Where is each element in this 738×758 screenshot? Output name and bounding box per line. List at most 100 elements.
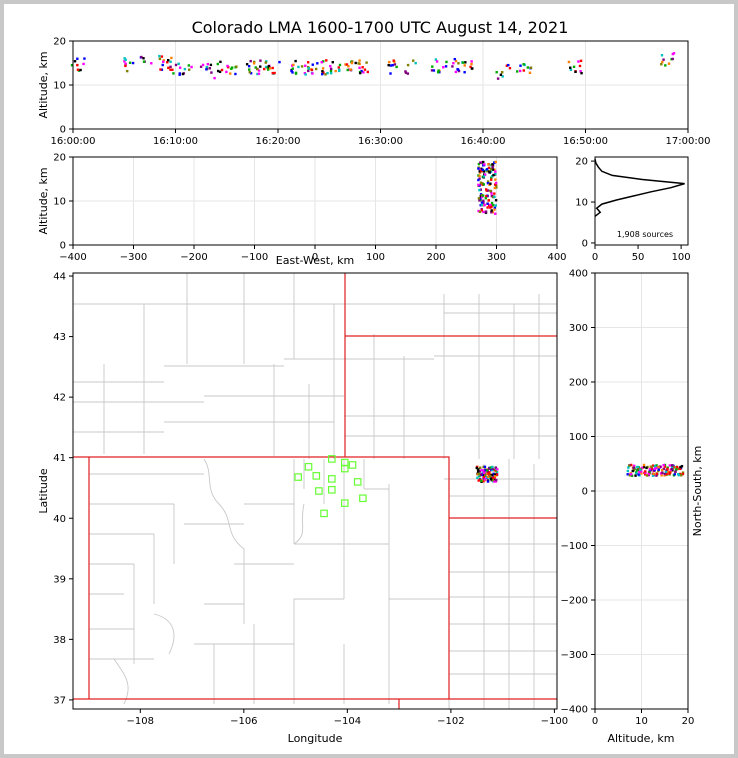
time-height-source (256, 72, 259, 76)
time-height-source (126, 69, 129, 73)
north-south-ytick-label: 400 (569, 269, 588, 280)
time-height-source (470, 62, 473, 66)
east-west-source (484, 168, 488, 172)
north-south-source (672, 466, 675, 469)
north-south-source (651, 464, 655, 467)
east-west-ytick-label: 20 (53, 153, 66, 164)
time-height-source (519, 64, 522, 67)
time-height-source (253, 60, 256, 64)
north-south-source (636, 468, 639, 472)
time-height-source (178, 72, 181, 75)
map-source (491, 476, 495, 480)
time-height-source (660, 54, 664, 57)
east-west-source (482, 210, 485, 214)
time-height-source (257, 72, 261, 75)
map-source (480, 479, 483, 483)
histogram-frame (594, 156, 689, 246)
time-height-xtick-label: 17:00:00 (666, 136, 711, 147)
time-height-source (316, 62, 319, 65)
east-west-source (485, 188, 488, 191)
time-height-source (389, 64, 392, 67)
time-height-source (430, 69, 434, 72)
time-height-source (79, 68, 82, 72)
time-height-source (291, 67, 294, 70)
east-west-source (480, 201, 484, 204)
east-west-source (482, 199, 485, 202)
time-height-source (518, 69, 522, 73)
time-height-source (82, 62, 85, 66)
time-height-source (358, 59, 361, 62)
north-south-ytick-label: −400 (561, 705, 588, 716)
north-south-source (679, 465, 682, 469)
time-height-source (507, 63, 510, 67)
time-height-source (365, 61, 368, 64)
time-height-source (205, 65, 209, 69)
east-west-source (494, 212, 497, 215)
north-south-source (650, 465, 653, 468)
time-height-source (216, 62, 219, 66)
map-source (491, 478, 495, 482)
map-source (482, 465, 485, 469)
time-height-source (209, 63, 213, 67)
time-height-source (304, 64, 307, 67)
time-height-source (199, 65, 203, 68)
time-height-source (169, 65, 172, 69)
time-height-source (291, 71, 294, 74)
east-west-source (480, 203, 484, 207)
time-height-source (171, 68, 174, 71)
east-west-source (490, 192, 493, 195)
north-south-source (640, 472, 643, 475)
east-west-source (481, 194, 485, 197)
time-height-source (123, 60, 126, 63)
time-height-source (172, 72, 175, 75)
time-height-source (297, 65, 300, 69)
time-height-source (461, 61, 465, 64)
east-west-source (482, 183, 486, 186)
time-height-source (357, 62, 360, 65)
time-height-source (150, 62, 153, 65)
time-height-source (320, 72, 324, 76)
time-height-source (496, 77, 500, 80)
east-west-source (489, 189, 492, 193)
time-height-source (360, 69, 363, 73)
lma-stations (294, 455, 367, 518)
east-west-source (487, 166, 491, 170)
time-height-source (499, 73, 503, 76)
east-west-source (493, 186, 497, 190)
east-west-source (490, 178, 493, 181)
east-west-source (478, 174, 481, 178)
east-west-xtick-label: −200 (180, 252, 207, 263)
time-height-source (230, 67, 233, 70)
time-height-source (268, 67, 272, 70)
time-height-source (290, 69, 293, 73)
time-height-source (671, 57, 674, 61)
time-height-source (187, 68, 191, 71)
time-height-source (354, 61, 357, 65)
time-height-source (300, 65, 304, 68)
time-height-source (338, 63, 342, 67)
east-west-source (491, 163, 494, 166)
east-west-source (489, 182, 492, 185)
time-height-source (169, 60, 172, 63)
north-south-source (655, 464, 658, 467)
north-south-source (639, 470, 643, 473)
time-height-ticks: 16:00:00 16:10:00 16:20:00 16:30:00 16:40:00… (51, 37, 711, 148)
time-height-source (331, 61, 334, 64)
state-boundaries (73, 273, 557, 709)
east-west-source (490, 201, 494, 205)
time-height-source (131, 61, 135, 65)
map-ytick-label: 39 (53, 574, 66, 585)
time-height-source (359, 71, 362, 75)
north-south-source (650, 469, 653, 472)
time-height-source (388, 60, 391, 64)
time-height-source (346, 68, 349, 72)
east-west-source (477, 167, 480, 170)
time-height-source (311, 63, 314, 66)
time-height-source (314, 67, 318, 71)
east-west-source (487, 163, 490, 166)
time-height-source (393, 63, 397, 66)
time-height-source (322, 60, 325, 63)
north-south-source (651, 474, 655, 477)
north-south-source (662, 467, 665, 471)
east-west-xtick-label: −100 (241, 252, 268, 263)
